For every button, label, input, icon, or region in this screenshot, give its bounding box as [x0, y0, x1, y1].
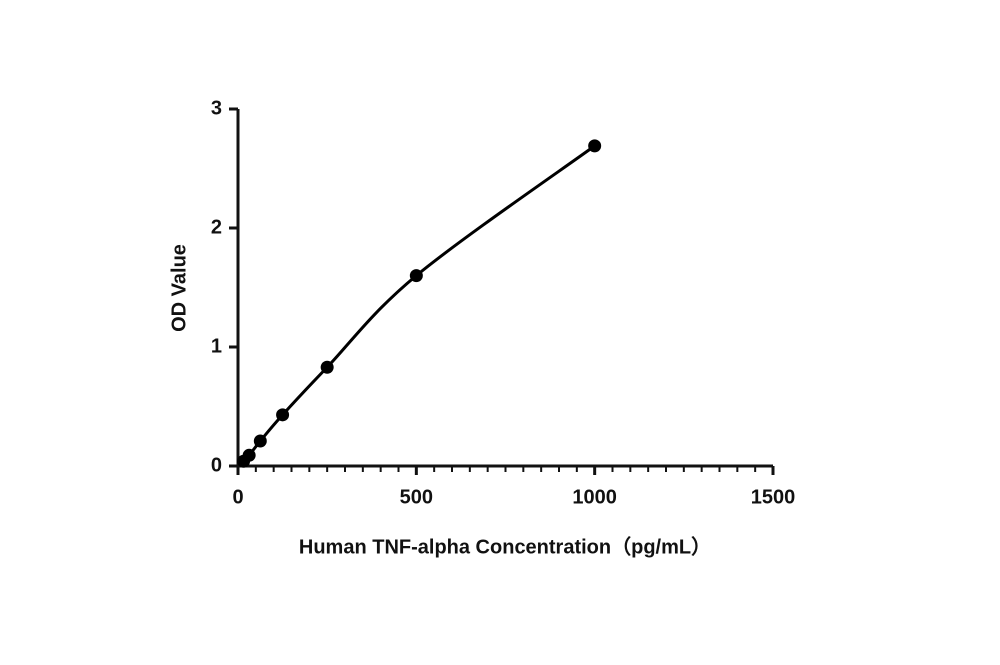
data-point [588, 139, 602, 153]
x-tick-label: 1000 [572, 486, 617, 508]
data-point [253, 434, 267, 448]
y-tick-label: 1 [211, 335, 222, 357]
data-point [320, 360, 334, 374]
x-axis-label: Human TNF-alpha Concentration（pg/mL） [299, 535, 711, 558]
data-point [409, 269, 423, 283]
data-point [242, 448, 256, 462]
y-tick-label: 0 [211, 454, 222, 476]
x-tick-label: 1500 [751, 486, 796, 508]
fit-line [242, 144, 596, 463]
y-tick-label: 3 [211, 97, 222, 119]
data-point [276, 408, 290, 422]
x-tick-label: 500 [400, 486, 433, 508]
y-tick-label: 2 [211, 216, 222, 238]
y-axis-label: OD Value [168, 244, 190, 332]
x-tick-label: 0 [232, 486, 243, 508]
